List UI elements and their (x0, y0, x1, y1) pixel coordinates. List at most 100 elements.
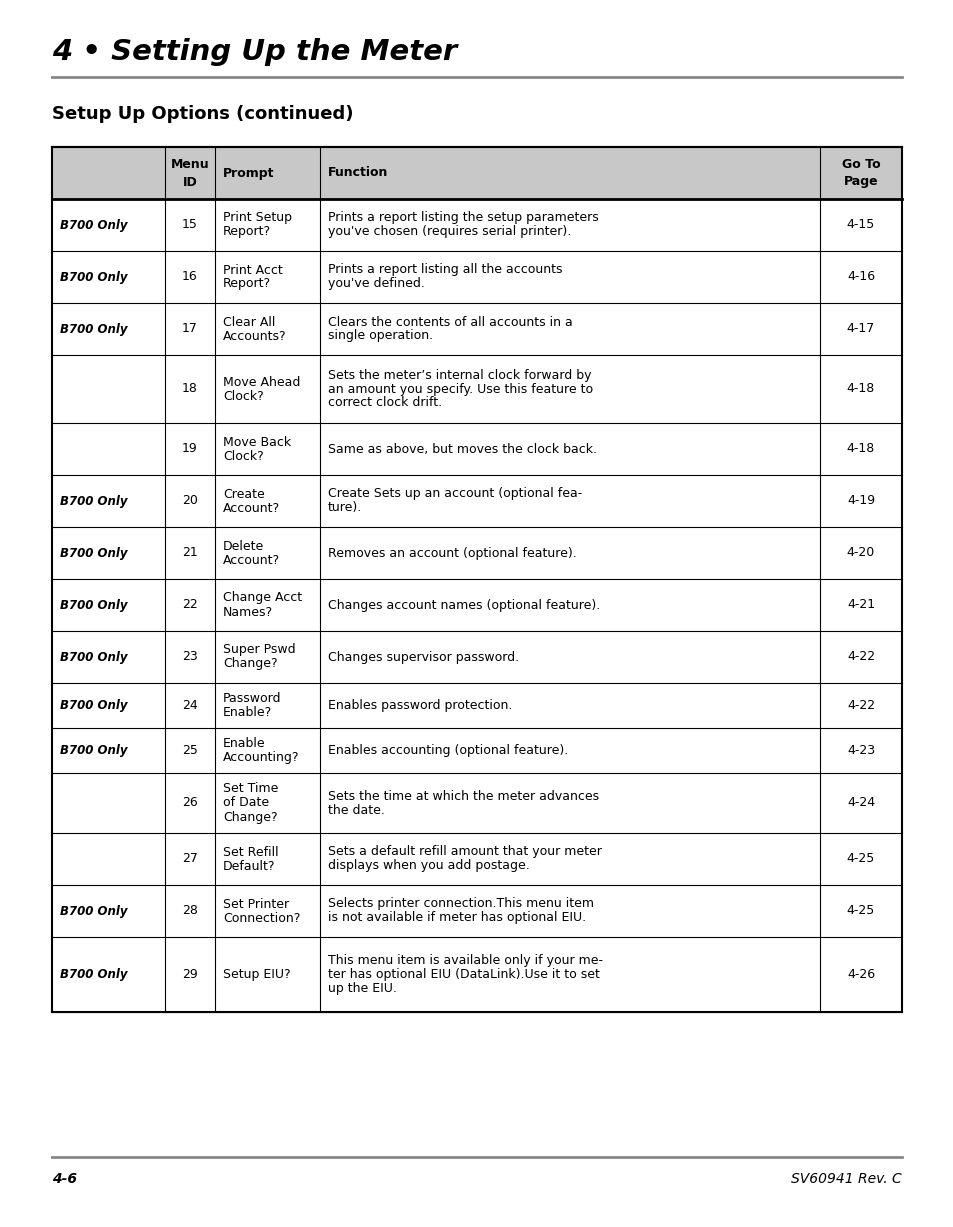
Text: Clock?: Clock? (223, 389, 263, 402)
Text: Accounting?: Accounting? (223, 751, 299, 764)
Text: B700 Only: B700 Only (60, 270, 128, 283)
Text: 4-21: 4-21 (846, 599, 874, 611)
Text: 4 • Setting Up the Meter: 4 • Setting Up the Meter (52, 38, 456, 66)
Text: B700 Only: B700 Only (60, 323, 128, 335)
Text: Set Printer: Set Printer (223, 897, 289, 910)
Text: Password: Password (223, 692, 281, 706)
Text: an amount you specify. Use this feature to: an amount you specify. Use this feature … (328, 383, 593, 395)
Text: Report?: Report? (223, 226, 271, 238)
Text: B700 Only: B700 Only (60, 744, 128, 757)
Text: ID: ID (182, 175, 197, 189)
Text: Change?: Change? (223, 658, 277, 670)
Text: 26: 26 (182, 796, 197, 810)
Text: 18: 18 (182, 383, 197, 395)
Text: Names?: Names? (223, 605, 273, 618)
Bar (52, 147, 901, 199)
Text: Selects printer connection.This menu item: Selects printer connection.This menu ite… (328, 897, 594, 910)
Text: B700 Only: B700 Only (60, 218, 128, 232)
Text: Connection?: Connection? (223, 912, 300, 924)
Text: Set Time: Set Time (223, 783, 278, 795)
Text: Delete: Delete (223, 540, 264, 552)
Text: Move Back: Move Back (223, 436, 291, 449)
Text: Removes an account (optional feature).: Removes an account (optional feature). (328, 546, 577, 560)
Text: Setup EIU?: Setup EIU? (223, 968, 291, 982)
Text: single operation.: single operation. (328, 330, 433, 342)
Text: Changes supervisor password.: Changes supervisor password. (328, 650, 518, 664)
Text: Super Pswd: Super Pswd (223, 643, 295, 656)
Text: B700 Only: B700 Only (60, 599, 128, 611)
Text: 4-25: 4-25 (846, 853, 874, 865)
Text: 19: 19 (182, 443, 197, 455)
Text: Create Sets up an account (optional fea-: Create Sets up an account (optional fea- (328, 487, 581, 501)
Text: 22: 22 (182, 599, 197, 611)
Text: Go To: Go To (841, 157, 880, 171)
Text: Setup Up Options (continued): Setup Up Options (continued) (52, 106, 354, 123)
Text: of Date: of Date (223, 796, 269, 810)
Text: Enables password protection.: Enables password protection. (328, 699, 512, 712)
Text: displays when you add postage.: displays when you add postage. (328, 859, 529, 872)
Text: Set Refill: Set Refill (223, 845, 278, 859)
Text: Function: Function (328, 167, 388, 179)
Text: Account?: Account? (223, 502, 280, 514)
Text: 17: 17 (182, 323, 197, 335)
Text: Prints a report listing all the accounts: Prints a report listing all the accounts (328, 264, 562, 276)
Text: B700 Only: B700 Only (60, 494, 128, 508)
Text: SV60941 Rev. C: SV60941 Rev. C (790, 1172, 901, 1187)
Text: B700 Only: B700 Only (60, 699, 128, 712)
Text: Enable?: Enable? (223, 706, 272, 719)
Text: This menu item is available only if your me-: This menu item is available only if your… (328, 955, 602, 967)
Text: Page: Page (842, 175, 878, 189)
Text: Change Acct: Change Acct (223, 591, 302, 605)
Text: 23: 23 (182, 650, 197, 664)
Text: 16: 16 (182, 270, 197, 283)
Text: you've defined.: you've defined. (328, 277, 424, 291)
Text: 4-20: 4-20 (846, 546, 874, 560)
Text: 21: 21 (182, 546, 197, 560)
Text: Change?: Change? (223, 811, 277, 823)
Text: B700 Only: B700 Only (60, 546, 128, 560)
Text: 24: 24 (182, 699, 197, 712)
Text: Sets a default refill amount that your meter: Sets a default refill amount that your m… (328, 845, 601, 859)
Text: Changes account names (optional feature).: Changes account names (optional feature)… (328, 599, 599, 611)
Text: 4-24: 4-24 (846, 796, 874, 810)
Text: 15: 15 (182, 218, 197, 232)
Text: Print Acct: Print Acct (223, 264, 282, 276)
Text: up the EIU.: up the EIU. (328, 982, 396, 995)
Text: correct clock drift.: correct clock drift. (328, 396, 441, 410)
Text: 20: 20 (182, 494, 197, 508)
Text: 29: 29 (182, 968, 197, 982)
Text: 4-18: 4-18 (846, 383, 874, 395)
Text: Move Ahead: Move Ahead (223, 375, 300, 389)
Text: Same as above, but moves the clock back.: Same as above, but moves the clock back. (328, 443, 597, 455)
Text: 4-17: 4-17 (846, 323, 874, 335)
Text: Accounts?: Accounts? (223, 330, 286, 342)
Text: Default?: Default? (223, 859, 275, 872)
Text: Sets the meter’s internal clock forward by: Sets the meter’s internal clock forward … (328, 368, 591, 382)
Text: Sets the time at which the meter advances: Sets the time at which the meter advance… (328, 789, 598, 802)
Text: 4-26: 4-26 (846, 968, 874, 982)
Text: Prompt: Prompt (223, 167, 274, 179)
Text: Account?: Account? (223, 553, 280, 567)
Text: ture).: ture). (328, 502, 362, 514)
Text: B700 Only: B700 Only (60, 650, 128, 664)
Text: Print Setup: Print Setup (223, 211, 292, 225)
Text: 4-22: 4-22 (846, 650, 874, 664)
Text: 25: 25 (182, 744, 197, 757)
Text: 28: 28 (182, 904, 197, 918)
Text: 4-25: 4-25 (846, 904, 874, 918)
Text: 4-6: 4-6 (52, 1172, 77, 1187)
Text: Report?: Report? (223, 277, 271, 291)
Text: B700 Only: B700 Only (60, 968, 128, 982)
Text: Clears the contents of all accounts in a: Clears the contents of all accounts in a (328, 315, 572, 329)
Text: Enable: Enable (223, 737, 265, 750)
Text: 27: 27 (182, 853, 197, 865)
Text: 4-23: 4-23 (846, 744, 874, 757)
Text: is not available if meter has optional EIU.: is not available if meter has optional E… (328, 912, 585, 924)
Text: ter has optional EIU (DataLink).Use it to set: ter has optional EIU (DataLink).Use it t… (328, 968, 599, 982)
Text: 4-19: 4-19 (846, 494, 874, 508)
Text: B700 Only: B700 Only (60, 904, 128, 918)
Text: Prints a report listing the setup parameters: Prints a report listing the setup parame… (328, 211, 598, 225)
Text: 4-18: 4-18 (846, 443, 874, 455)
Text: Menu: Menu (171, 157, 209, 171)
Text: Clock?: Clock? (223, 449, 263, 463)
